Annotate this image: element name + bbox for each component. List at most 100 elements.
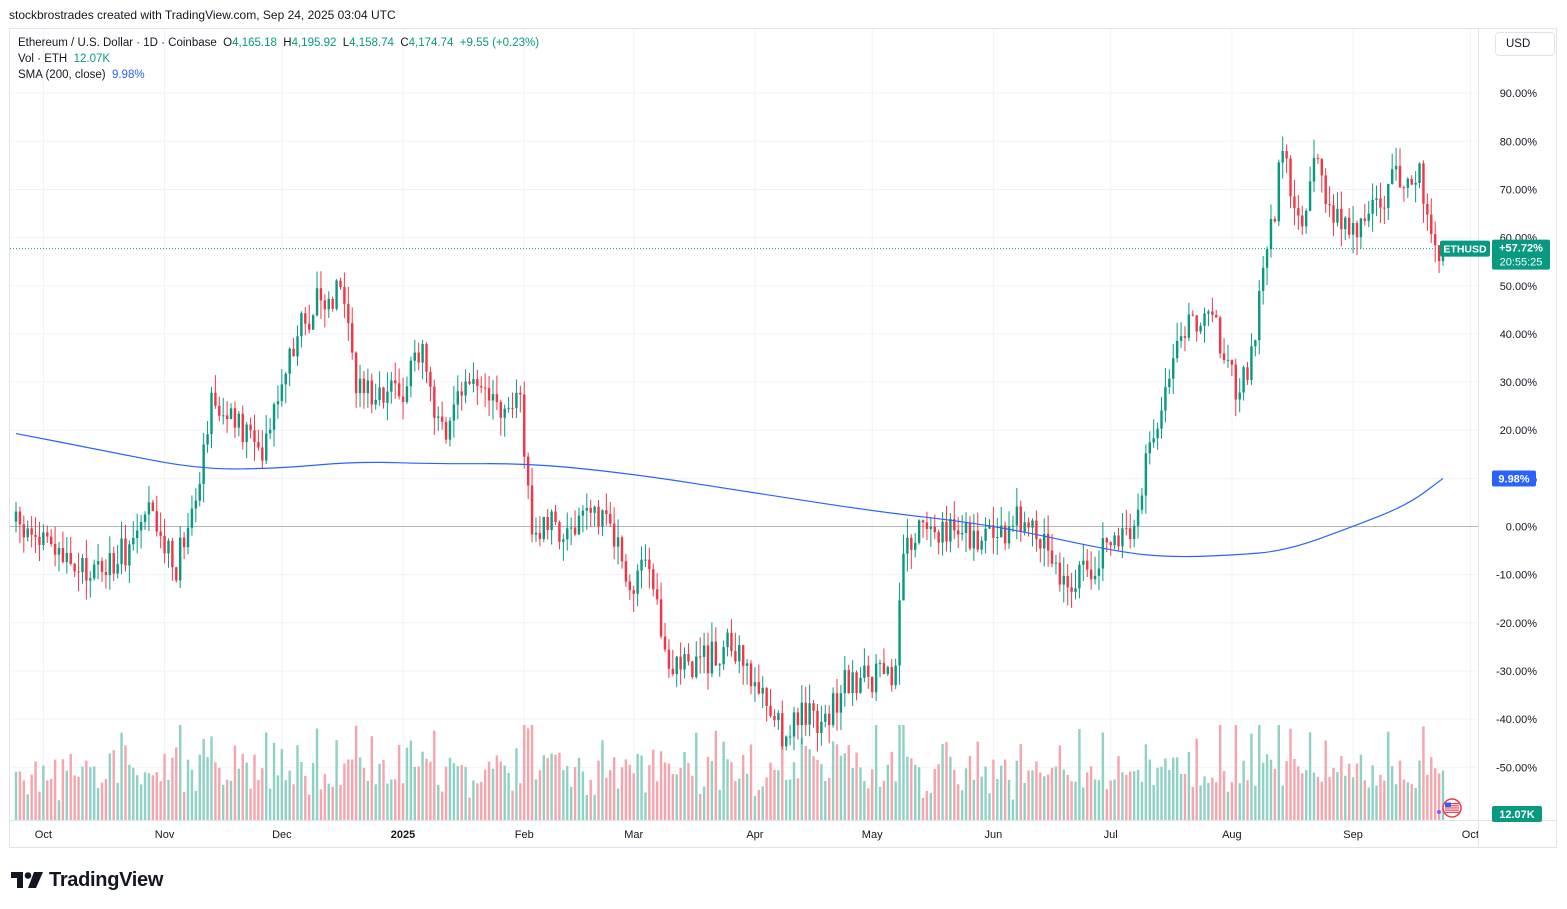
- candle-body: [675, 656, 678, 675]
- candle-body: [30, 528, 33, 535]
- candle-body: [397, 383, 401, 397]
- volume-bar: [128, 764, 131, 820]
- legend-ohlc-row: Ethereum / U.S. Dollar · 1D · Coinbase O…: [18, 35, 539, 51]
- candle-body: [1312, 157, 1316, 182]
- volume-bar: [1316, 776, 1320, 820]
- y-tick-label: -20.00%: [1496, 618, 1537, 630]
- candle-body: [882, 663, 886, 674]
- candle-body: [683, 654, 686, 670]
- legend-low-value: 4,158.74: [349, 37, 394, 49]
- candle-body: [1097, 568, 1101, 576]
- volume-bar: [139, 784, 143, 820]
- candle-body: [319, 288, 323, 301]
- candle-body: [765, 687, 768, 706]
- volume-bar: [933, 769, 936, 820]
- candle-body: [1398, 165, 1402, 188]
- volume-bar: [734, 780, 737, 820]
- volume-bar: [1089, 766, 1093, 820]
- volume-bar: [769, 762, 772, 820]
- volume-bar: [726, 759, 729, 820]
- candle-body: [515, 392, 518, 408]
- volume-bar: [261, 768, 264, 820]
- volume-bar: [667, 763, 671, 820]
- candle-body: [1422, 163, 1425, 204]
- volume-bar: [1109, 780, 1112, 820]
- tradingview-brand[interactable]: TradingView: [11, 866, 163, 894]
- candle-body: [511, 407, 514, 409]
- candle-body: [343, 287, 346, 304]
- volume-bar: [81, 766, 84, 820]
- volume-bar: [347, 759, 350, 820]
- candle-body: [906, 537, 909, 554]
- volume-bar: [1367, 787, 1370, 820]
- candle-body: [210, 392, 213, 435]
- volume-bar: [784, 779, 788, 820]
- volume-bar: [605, 777, 608, 820]
- volume-bar: [796, 778, 800, 820]
- candle-body: [1324, 175, 1327, 205]
- candle-body: [89, 578, 92, 581]
- volume-bar: [1324, 740, 1327, 820]
- candle-body: [1179, 336, 1183, 341]
- volume-bar: [65, 770, 69, 820]
- volume-bar: [108, 753, 112, 820]
- volume-bar: [335, 740, 338, 820]
- volume-bar: [851, 767, 854, 820]
- candle-body: [933, 526, 936, 533]
- legend-sma-row: SMA (200, close) 9.98%: [18, 67, 539, 83]
- candle-body: [147, 502, 151, 515]
- volume-bar: [984, 766, 987, 820]
- candle-body: [1387, 183, 1390, 208]
- volume-bar: [996, 779, 999, 820]
- candle-body: [577, 515, 581, 535]
- candle-body: [1230, 359, 1234, 365]
- volume-bar: [988, 793, 991, 820]
- x-tick-label: Oct: [35, 829, 52, 841]
- candle-body: [476, 379, 479, 387]
- volume-bar: [1254, 785, 1257, 820]
- volume-bar: [472, 780, 475, 820]
- volume-bar: [394, 779, 397, 820]
- volume-bar: [476, 783, 479, 820]
- legend-symbol: Ethereum / U.S. Dollar · 1D · Coinbase: [18, 37, 217, 49]
- candle-body: [1265, 249, 1269, 268]
- volume-bar: [1011, 799, 1015, 820]
- volume-bar: [178, 725, 182, 820]
- candle-body: [663, 636, 667, 650]
- candle-body: [448, 420, 452, 440]
- candle-body: [1250, 346, 1253, 380]
- volume-bar: [69, 754, 72, 820]
- volume-bar: [92, 766, 96, 820]
- volume-bar: [722, 741, 725, 820]
- candle-body: [53, 543, 57, 555]
- tradingview-wordmark: TradingView: [49, 868, 164, 891]
- volume-bar: [96, 787, 100, 820]
- candle-body: [503, 408, 506, 418]
- currency-button[interactable]: USD: [1495, 32, 1555, 56]
- candle-body: [988, 525, 991, 529]
- volume-bar: [382, 759, 385, 820]
- volume-bar: [221, 784, 225, 820]
- candle-body: [1101, 538, 1105, 569]
- candle-body: [601, 510, 604, 527]
- volume-bar: [1289, 728, 1292, 820]
- volume-bar: [1222, 770, 1226, 820]
- candle-body: [1269, 218, 1273, 250]
- candle-body: [1168, 378, 1171, 388]
- volume-bar: [945, 741, 948, 820]
- volume-bar: [1199, 785, 1202, 820]
- candle-body: [472, 379, 475, 384]
- volume-bar: [311, 762, 315, 820]
- candle-body: [968, 522, 972, 549]
- candle-body: [1383, 207, 1386, 209]
- volume-bar: [18, 771, 22, 820]
- candle-body: [464, 381, 467, 396]
- candle-body: [628, 581, 632, 591]
- candle-body: [167, 540, 170, 554]
- candle-body: [139, 521, 143, 531]
- volume-bar: [831, 741, 835, 820]
- volume-bar: [1301, 773, 1304, 820]
- candle-body: [429, 371, 432, 387]
- volume-bar: [765, 777, 768, 820]
